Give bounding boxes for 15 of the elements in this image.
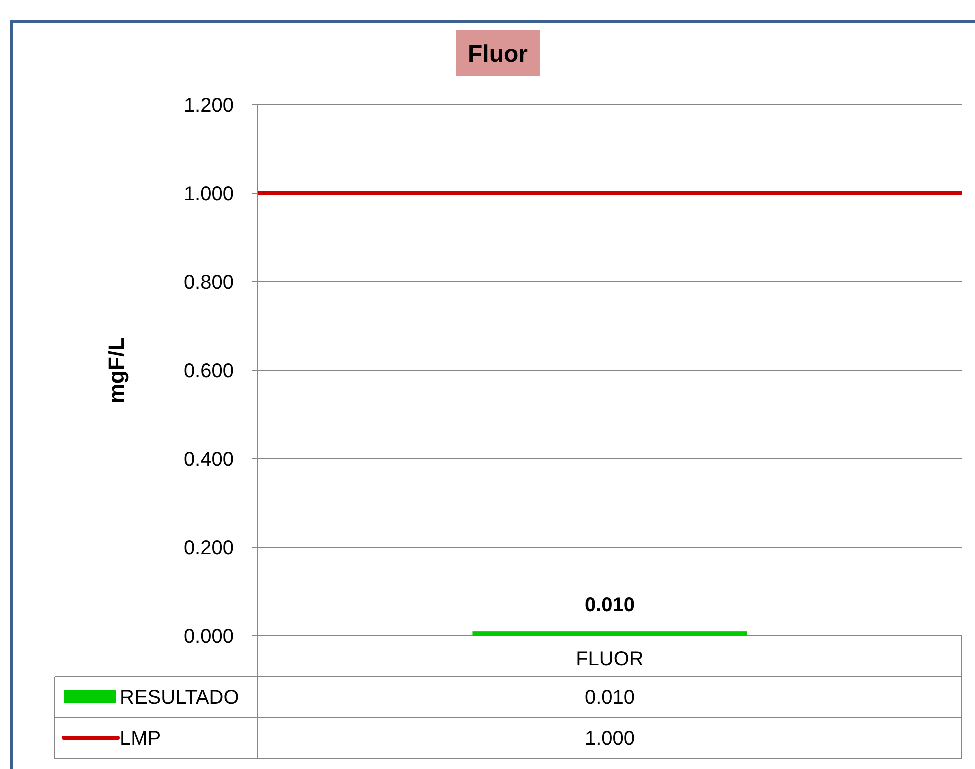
y-tick-label: 0.200: [184, 538, 234, 560]
y-tick-label: 0.600: [184, 360, 234, 382]
x-tick-label: FLUOR: [576, 648, 644, 670]
y-axis-title: mgF/L: [104, 338, 129, 404]
legend-label: RESULTADO: [120, 687, 240, 709]
y-tick-label: 0.800: [184, 272, 234, 294]
legend-label: LMP: [120, 728, 162, 750]
chart-title: Fluor: [468, 41, 528, 68]
y-tick-label: 0.400: [184, 449, 234, 471]
y-tick-label: 0.000: [184, 626, 234, 648]
y-tick-label: 1.200: [184, 95, 234, 117]
y-tick-label: 1.000: [184, 184, 234, 206]
text: 0.010: [584, 687, 636, 709]
text: 1.000: [584, 728, 636, 750]
data-label: 0.010: [584, 594, 636, 617]
